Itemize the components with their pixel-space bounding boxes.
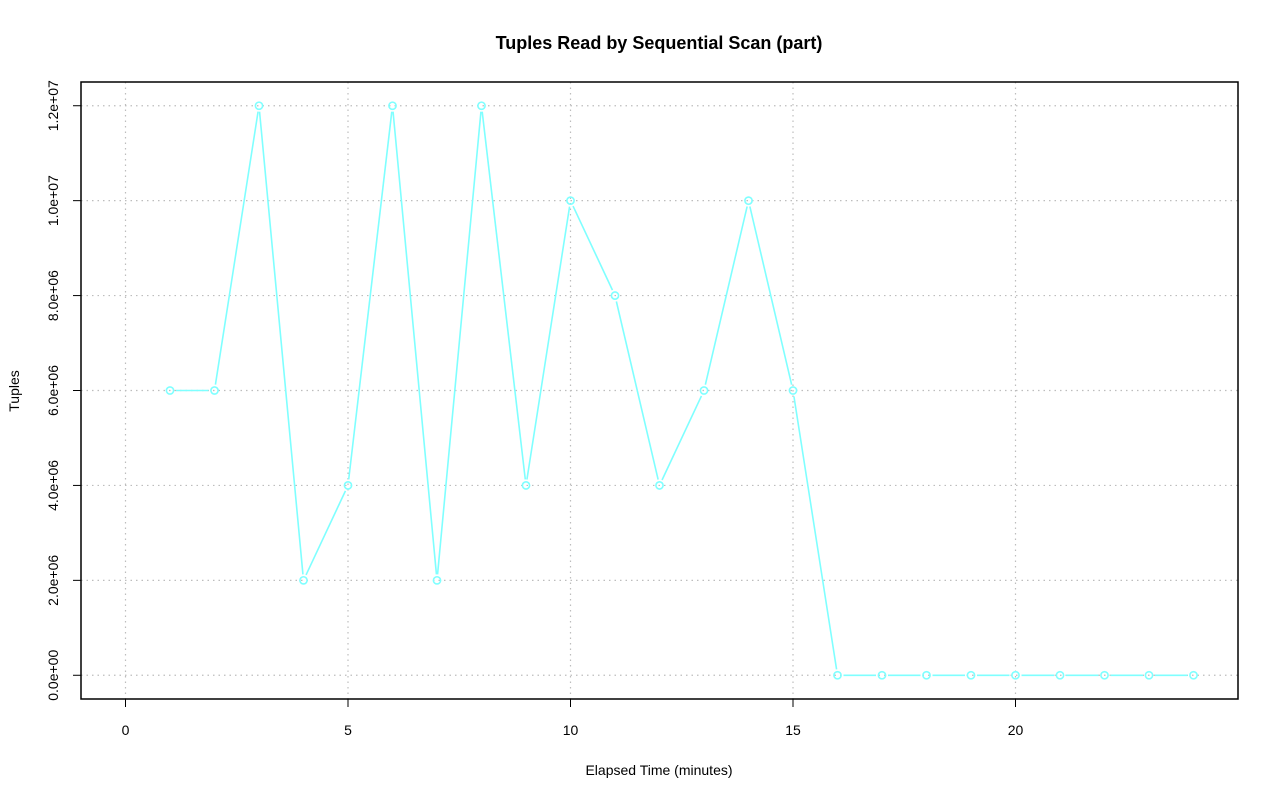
data-point-4	[343, 481, 353, 490]
x-tick-label-0: 0	[122, 722, 130, 738]
data-point-20	[1055, 670, 1065, 680]
data-point-7	[477, 101, 486, 111]
series-segment-9	[572, 205, 614, 291]
y-tick-label-1: 2.0e+06	[45, 555, 61, 606]
gridlines	[81, 82, 1238, 699]
data-point-12	[699, 386, 709, 395]
data-point-13	[744, 196, 753, 206]
y-axis-label: Tuples	[6, 370, 22, 412]
y-tick-label-3: 6.0e+06	[45, 365, 61, 416]
series-segment-3	[305, 490, 347, 576]
data-point-5	[388, 101, 397, 111]
plot-frame	[80, 81, 1239, 700]
data-point-6	[432, 575, 442, 585]
chart-title: Tuples Read by Sequential Scan (part)	[496, 33, 823, 53]
data-point-22	[1144, 670, 1154, 680]
series-segment-2	[258, 111, 304, 575]
data-point-17	[922, 670, 931, 680]
y-tick-label-2: 4.0e+06	[45, 460, 61, 511]
series-segment-6	[436, 111, 482, 575]
data-point-21	[1100, 670, 1109, 680]
x-axis-label: Elapsed Time (minutes)	[585, 762, 732, 778]
data-point-15	[833, 670, 842, 680]
data-point-18	[966, 670, 976, 680]
data-point-1	[210, 386, 219, 395]
data-point-10	[610, 291, 620, 300]
series-tuples	[165, 101, 1198, 680]
series-segment-14	[793, 396, 838, 670]
data-point-11	[655, 481, 664, 490]
series-segment-5	[392, 111, 438, 575]
series-segment-10	[615, 301, 659, 480]
series-segment-8	[526, 206, 571, 480]
data-point-2	[254, 101, 264, 111]
data-point-16	[877, 670, 887, 680]
data-point-14	[788, 386, 798, 395]
data-point-19	[1011, 670, 1020, 680]
x-tick-label-2: 10	[563, 722, 579, 738]
data-point-3	[299, 575, 308, 585]
data-point-9	[566, 196, 575, 206]
data-point-23	[1189, 670, 1198, 680]
x-tick-label-4: 20	[1008, 722, 1024, 738]
y-tick-label-6: 1.2e+07	[45, 80, 61, 131]
y-tick-label-0: 0.0e+00	[45, 650, 61, 701]
series-segment-11	[661, 395, 703, 481]
y-tick-label-4: 8.0e+06	[45, 270, 61, 321]
series-segment-12	[704, 206, 748, 385]
data-point-8	[521, 481, 531, 490]
series-segment-13	[749, 206, 793, 385]
y-tick-label-5: 1.0e+07	[45, 175, 61, 226]
x-tick-label-1: 5	[344, 722, 352, 738]
series-segment-1	[214, 111, 259, 385]
series-segment-7	[481, 111, 527, 480]
data-point-0	[165, 386, 175, 395]
series-segment-4	[347, 111, 393, 480]
x-tick-label-3: 15	[785, 722, 801, 738]
axes: 0 5 10 15 20 0.0e+00 2.0e+06 4.0e+06 6.0e+06 8.0e…	[45, 80, 1023, 738]
